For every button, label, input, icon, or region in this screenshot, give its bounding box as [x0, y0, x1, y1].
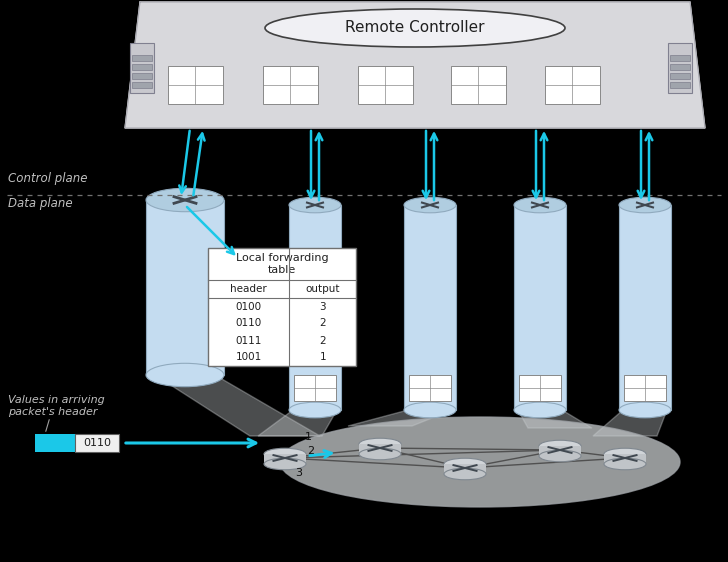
Text: Values in arriving
packet's header: Values in arriving packet's header [8, 396, 105, 417]
Bar [409, 375, 451, 401]
Bar [670, 55, 690, 61]
Bar [294, 375, 336, 401]
Text: 3: 3 [320, 301, 326, 311]
Bar [670, 73, 690, 79]
Polygon shape [518, 410, 592, 428]
Bar [604, 454, 646, 464]
Ellipse shape [514, 402, 566, 418]
Bar [519, 375, 561, 401]
Text: 2: 2 [307, 446, 314, 456]
Text: 0110: 0110 [83, 438, 111, 448]
Ellipse shape [146, 363, 224, 387]
Bar [132, 64, 152, 70]
Text: 1: 1 [320, 352, 326, 362]
Bar [263, 66, 317, 104]
Bar [404, 205, 456, 410]
Ellipse shape [619, 197, 671, 213]
Ellipse shape [280, 417, 680, 507]
Bar [545, 66, 599, 104]
Polygon shape [348, 410, 452, 426]
Ellipse shape [146, 188, 224, 212]
Text: header: header [230, 284, 267, 294]
Bar [668, 43, 692, 93]
Polygon shape [258, 410, 337, 436]
Ellipse shape [539, 450, 581, 462]
Ellipse shape [289, 402, 341, 418]
Text: Local forwarding
table: Local forwarding table [236, 253, 328, 275]
Ellipse shape [265, 9, 565, 47]
Bar [670, 64, 690, 70]
Ellipse shape [264, 458, 306, 470]
Text: output: output [306, 284, 340, 294]
Text: Data plane: Data plane [8, 197, 73, 210]
Ellipse shape [359, 438, 401, 450]
Text: 2: 2 [320, 319, 326, 329]
Bar [619, 205, 671, 410]
Bar [132, 55, 152, 61]
Text: 0111: 0111 [236, 336, 262, 346]
Bar [670, 82, 690, 88]
Bar [359, 444, 401, 454]
Bar [289, 205, 341, 410]
Bar [264, 454, 306, 464]
Ellipse shape [444, 468, 486, 480]
Polygon shape [125, 2, 705, 128]
Text: Control plane: Control plane [8, 172, 87, 185]
Ellipse shape [604, 458, 646, 470]
Bar [130, 43, 154, 93]
Bar [75, 434, 119, 452]
Ellipse shape [289, 197, 341, 213]
Text: Remote Controller: Remote Controller [345, 20, 485, 35]
Ellipse shape [604, 448, 646, 460]
Bar [624, 375, 666, 401]
Bar [132, 73, 152, 79]
Bar [35, 434, 75, 452]
Ellipse shape [619, 402, 671, 418]
Text: 0100: 0100 [236, 301, 262, 311]
Bar [208, 248, 356, 366]
Ellipse shape [444, 458, 486, 470]
Text: 3: 3 [295, 468, 302, 478]
Ellipse shape [514, 197, 566, 213]
Text: 1001: 1001 [236, 352, 262, 362]
Ellipse shape [404, 197, 456, 213]
Bar [132, 82, 152, 88]
Polygon shape [155, 375, 320, 436]
Ellipse shape [404, 402, 456, 418]
Text: 0110: 0110 [236, 319, 262, 329]
Bar [357, 66, 413, 104]
Ellipse shape [359, 448, 401, 460]
Text: 1: 1 [305, 432, 312, 442]
Ellipse shape [539, 440, 581, 452]
Bar [444, 464, 486, 474]
Polygon shape [593, 410, 667, 436]
Bar [167, 66, 223, 104]
Bar [451, 66, 505, 104]
Text: 2: 2 [320, 336, 326, 346]
Bar [514, 205, 566, 410]
Bar [539, 446, 581, 456]
Bar [146, 200, 224, 375]
Ellipse shape [264, 448, 306, 460]
